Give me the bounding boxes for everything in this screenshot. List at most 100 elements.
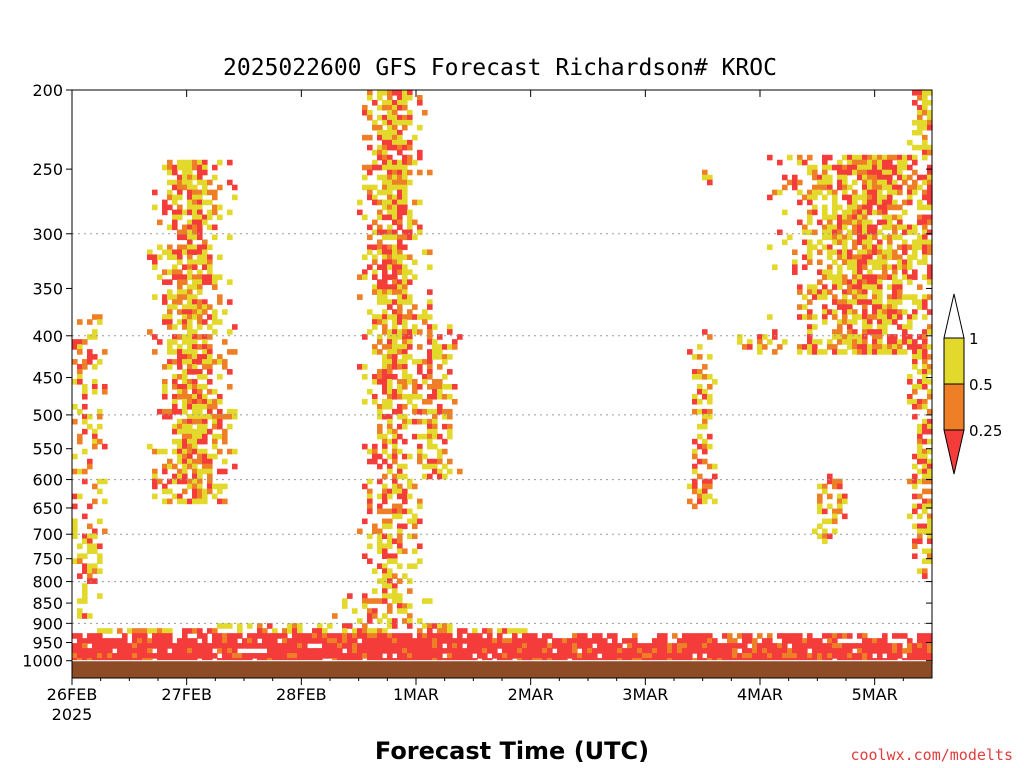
heatmap-cell [837, 214, 843, 221]
heatmap-cell [842, 209, 848, 216]
x-tick-label: 4MAR [737, 685, 783, 704]
heatmap-cell [572, 633, 578, 639]
heatmap-cell [842, 214, 848, 221]
heatmap-cell [197, 309, 203, 315]
heatmap-cell [437, 643, 443, 649]
heatmap-cell [927, 518, 933, 525]
y-tick-label: 400 [32, 327, 63, 346]
heatmap-cell [842, 304, 848, 310]
heatmap-cell [192, 354, 198, 360]
heatmap-cell [407, 179, 413, 186]
heatmap-cell [392, 314, 398, 320]
heatmap-cell [487, 628, 493, 634]
heatmap-cell [192, 403, 198, 410]
heatmap-cell [697, 638, 703, 644]
heatmap-cell [842, 349, 848, 355]
heatmap-cell [172, 384, 178, 390]
heatmap-cell [642, 648, 648, 654]
heatmap-cell [312, 638, 318, 644]
heatmap-cell [107, 643, 113, 649]
heatmap-cell [807, 324, 813, 330]
heatmap-cell [862, 179, 868, 186]
heatmap-cell [607, 643, 613, 649]
heatmap-cell [342, 598, 348, 604]
heatmap-cell [152, 254, 158, 261]
heatmap-cell [397, 134, 403, 141]
heatmap-cell [207, 483, 213, 490]
heatmap-cell [407, 643, 413, 649]
heatmap-cell [412, 638, 418, 644]
heatmap-cell [182, 418, 188, 425]
heatmap-cell [167, 488, 173, 495]
heatmap-cell [812, 638, 818, 644]
heatmap-cell [402, 119, 408, 126]
heatmap-cell [692, 643, 698, 649]
heatmap-cell [397, 144, 403, 151]
heatmap-cell [452, 653, 458, 659]
heatmap-cell [407, 613, 413, 619]
heatmap-cell [232, 643, 238, 649]
heatmap-cell [487, 648, 493, 654]
heatmap-cell [367, 189, 373, 196]
heatmap-cell [882, 269, 888, 275]
heatmap-cell [907, 648, 913, 654]
heatmap-cell [597, 643, 603, 649]
heatmap-cell [172, 299, 178, 305]
heatmap-cell [427, 369, 433, 375]
heatmap-cell [232, 324, 238, 330]
heatmap-cell [177, 254, 183, 261]
heatmap-cell [162, 279, 168, 285]
heatmap-cell [787, 154, 793, 161]
heatmap-cell [552, 638, 558, 644]
heatmap-cell [922, 249, 928, 256]
heatmap-cell [442, 374, 448, 380]
heatmap-cell [207, 304, 213, 310]
heatmap-cell [497, 643, 503, 649]
heatmap-cell [167, 279, 173, 285]
heatmap-cell [807, 189, 813, 196]
heatmap-cell [437, 468, 443, 475]
heatmap-cell [387, 214, 393, 221]
heatmap-cell [692, 633, 698, 639]
heatmap-cell [892, 339, 898, 345]
heatmap-cell [202, 364, 208, 370]
heatmap-cell [922, 234, 928, 241]
heatmap-cell [167, 364, 173, 370]
heatmap-cell [142, 628, 148, 634]
heatmap-cell [592, 638, 598, 644]
heatmap-cell [392, 433, 398, 440]
heatmap-cell [852, 284, 858, 290]
heatmap-cell [872, 334, 878, 340]
heatmap-cell [842, 239, 848, 246]
heatmap-cell [922, 329, 928, 335]
heatmap-cell [572, 648, 578, 654]
heatmap-cell [77, 339, 83, 345]
heatmap-cell [922, 548, 928, 555]
heatmap-cell [887, 159, 893, 166]
heatmap-cell [367, 144, 373, 151]
heatmap-cell [847, 214, 853, 221]
heatmap-cell [402, 254, 408, 261]
heatmap-cell [387, 229, 393, 236]
heatmap-cell [922, 99, 928, 106]
heatmap-cell [567, 653, 573, 659]
heatmap-cell [727, 638, 733, 644]
heatmap-cell [837, 503, 843, 510]
heatmap-cell [187, 653, 193, 659]
heatmap-cell [387, 403, 393, 410]
heatmap-cell [107, 648, 113, 654]
heatmap-cell [727, 653, 733, 659]
heatmap-cell [377, 374, 383, 380]
heatmap-cell [382, 553, 388, 559]
heatmap-cell [897, 344, 903, 350]
heatmap-cell [167, 458, 173, 465]
heatmap-cell [287, 638, 293, 644]
heatmap-cell [202, 488, 208, 495]
heatmap-cell [907, 513, 913, 520]
heatmap-cell [182, 393, 188, 400]
heatmap-cell [322, 633, 328, 639]
heatmap-cell [862, 334, 868, 340]
heatmap-cell [807, 199, 813, 206]
heatmap-cell [612, 643, 618, 649]
heatmap-cell [222, 653, 228, 659]
